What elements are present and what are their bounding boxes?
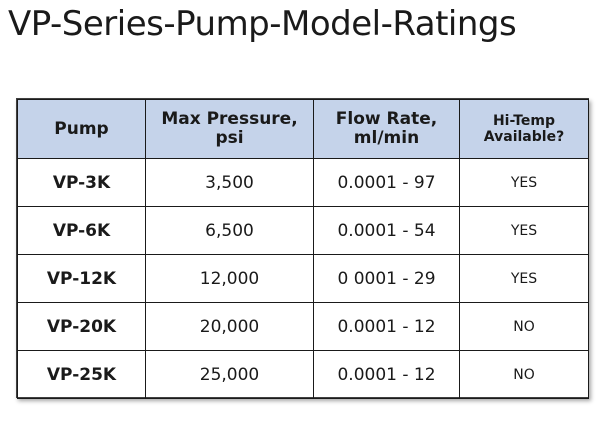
cell-flow-rate: 0.0001 - 97: [313, 158, 460, 207]
table-row: VP-25K 25,000 0.0001 - 12 NO: [17, 350, 589, 399]
cell-flow-rate: 0.0001 - 12: [313, 302, 460, 351]
cell-pump: VP-12K: [17, 254, 146, 303]
cell-hi-temp: YES: [459, 254, 589, 303]
page-title: VP-Series-Pump-Model-Ratings: [8, 4, 517, 44]
cell-hi-temp: YES: [459, 158, 589, 207]
ratings-table-frame: Pump Max Pressure, psi Flow Rate, ml/min…: [16, 98, 589, 399]
cell-pump: VP-20K: [17, 302, 146, 351]
header-hi-temp: Hi-Temp Available?: [459, 99, 589, 159]
ratings-table: Pump Max Pressure, psi Flow Rate, ml/min…: [17, 99, 589, 399]
cell-max-pressure: 12,000: [145, 254, 314, 303]
cell-flow-rate: 0 0001 - 29: [313, 254, 460, 303]
cell-pump: VP-3K: [17, 158, 146, 207]
cell-max-pressure: 6,500: [145, 206, 314, 255]
table-row: VP-3K 3,500 0.0001 - 97 YES: [17, 158, 589, 207]
table-header: Pump Max Pressure, psi Flow Rate, ml/min…: [17, 99, 589, 159]
header-pump: Pump: [17, 99, 146, 159]
header-row: Pump Max Pressure, psi Flow Rate, ml/min…: [17, 99, 589, 159]
header-hi-temp-line2: Available?: [483, 129, 565, 145]
header-max-pressure: Max Pressure, psi: [145, 99, 314, 159]
header-hi-temp-line1: Hi-Temp: [492, 113, 556, 129]
header-flow-rate-line1: Flow Rate,: [335, 109, 438, 129]
header-flow-rate-line2: ml/min: [353, 128, 420, 148]
header-max-pressure-line1: Max Pressure,: [161, 109, 298, 129]
cell-flow-rate: 0.0001 - 54: [313, 206, 460, 255]
cell-max-pressure: 3,500: [145, 158, 314, 207]
cell-hi-temp: NO: [459, 302, 589, 351]
cell-hi-temp: NO: [459, 350, 589, 399]
header-flow-rate: Flow Rate, ml/min: [313, 99, 460, 159]
table-row: VP-6K 6,500 0.0001 - 54 YES: [17, 206, 589, 255]
cell-hi-temp: YES: [459, 206, 589, 255]
header-pump-label: Pump: [54, 118, 109, 139]
table-body: VP-3K 3,500 0.0001 - 97 YES VP-6K 6,500 …: [17, 158, 589, 399]
cell-flow-rate: 0.0001 - 12: [313, 350, 460, 399]
cell-max-pressure: 25,000: [145, 350, 314, 399]
cell-pump: VP-25K: [17, 350, 146, 399]
header-max-pressure-line2: psi: [215, 128, 244, 148]
cell-max-pressure: 20,000: [145, 302, 314, 351]
cell-pump: VP-6K: [17, 206, 146, 255]
table-row: VP-12K 12,000 0 0001 - 29 YES: [17, 254, 589, 303]
table-row: VP-20K 20,000 0.0001 - 12 NO: [17, 302, 589, 351]
